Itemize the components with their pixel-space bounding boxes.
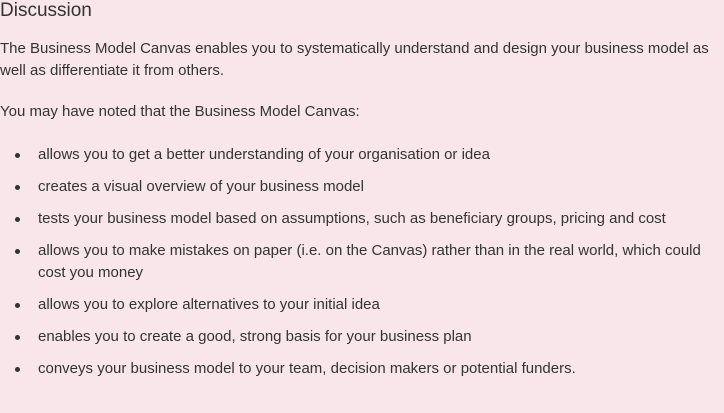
list-item-text: conveys your business model to your team… bbox=[38, 360, 576, 377]
bullet-icon bbox=[15, 153, 20, 158]
bullet-icon bbox=[15, 303, 20, 308]
section-heading: Discussion bbox=[0, 0, 92, 21]
list-item-text: allows you to explore alternatives to yo… bbox=[38, 296, 380, 313]
list-item-text: enables you to create a good, strong bas… bbox=[38, 328, 472, 345]
bullet-icon bbox=[15, 249, 20, 254]
lead-paragraph: You may have noted that the Business Mod… bbox=[0, 103, 360, 120]
list-item: creates a visual overview of your busine… bbox=[0, 176, 720, 198]
bullet-icon bbox=[15, 185, 20, 190]
list-item: conveys your business model to your team… bbox=[0, 358, 720, 380]
list-item: allows you to make mistakes on paper (i.… bbox=[0, 240, 720, 284]
list-item-text: creates a visual overview of your busine… bbox=[38, 178, 364, 195]
intro-paragraph: The Business Model Canvas enables you to… bbox=[0, 40, 709, 79]
list-item: allows you to get a better understanding… bbox=[0, 144, 720, 166]
bullet-icon bbox=[15, 367, 20, 372]
list-item-text: allows you to make mistakes on paper (i.… bbox=[38, 242, 701, 281]
list-item: allows you to explore alternatives to yo… bbox=[0, 294, 720, 316]
list-item: tests your business model based on assum… bbox=[0, 208, 720, 230]
list-item-text: tests your business model based on assum… bbox=[38, 210, 666, 227]
list-item-text: allows you to get a better understanding… bbox=[38, 146, 490, 163]
bullet-list: allows you to get a better understanding… bbox=[0, 144, 720, 390]
list-item: enables you to create a good, strong bas… bbox=[0, 326, 720, 348]
bullet-icon bbox=[15, 217, 20, 222]
bullet-icon bbox=[15, 335, 20, 340]
